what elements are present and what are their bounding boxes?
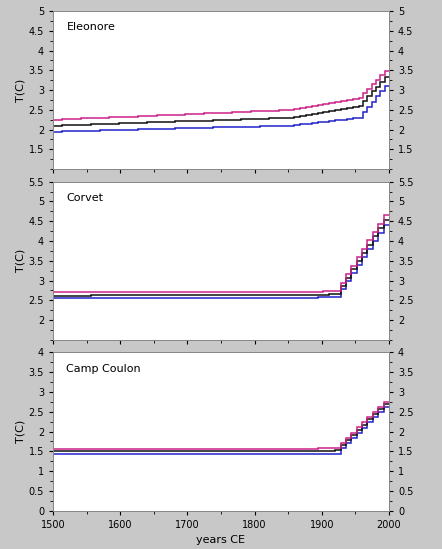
Y-axis label: T(C): T(C) [16,249,26,272]
Text: Eleonore: Eleonore [66,22,115,32]
Y-axis label: T(C): T(C) [16,79,26,102]
Text: Corvet: Corvet [66,193,103,203]
Y-axis label: T(C): T(C) [16,420,26,443]
Text: Camp Coulon: Camp Coulon [66,363,141,373]
X-axis label: years CE: years CE [197,535,245,545]
